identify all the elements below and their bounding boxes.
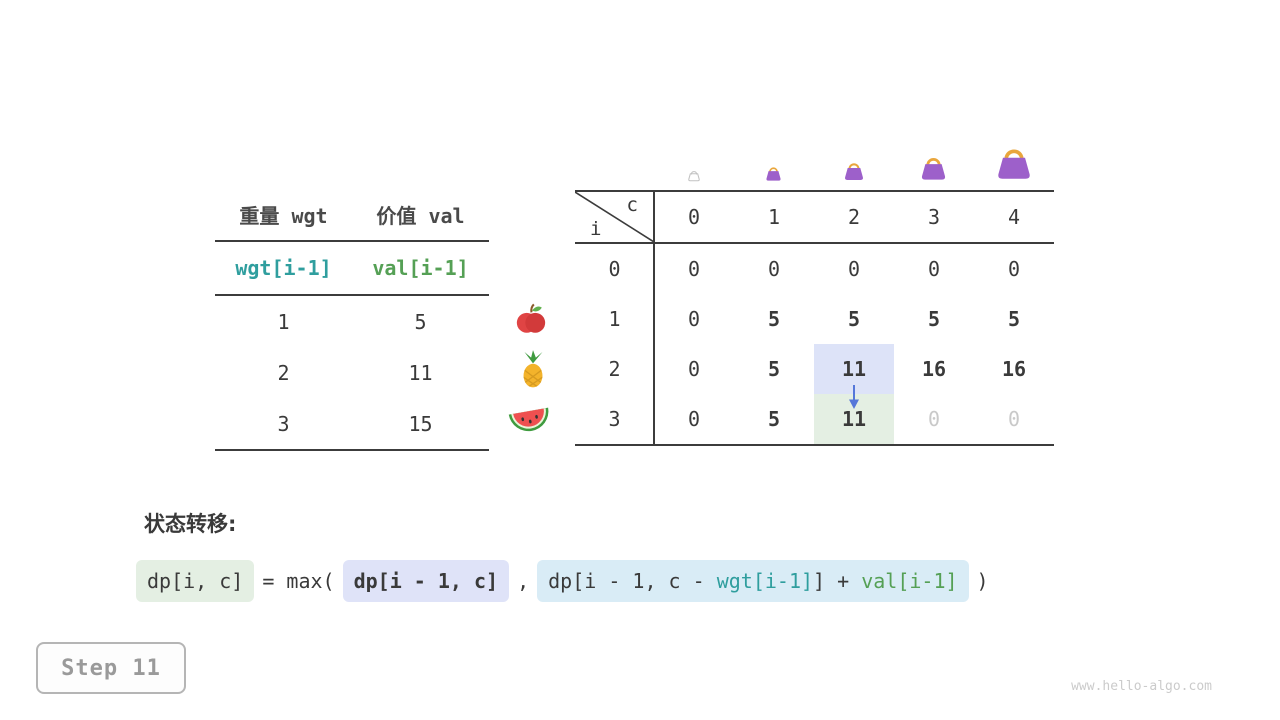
transition-arrow-icon xyxy=(849,385,859,409)
apple-icon xyxy=(516,303,546,333)
step-indicator: Step 11 xyxy=(36,642,186,694)
dp-cell-1-3: 5 xyxy=(927,307,941,331)
dp-col-header-1: 1 xyxy=(767,205,781,229)
formula-lhs: dp[i, c] xyxy=(136,560,255,602)
formula-arg1: dp[i - 1, c] xyxy=(342,560,510,602)
dp-cell-0-3: 0 xyxy=(927,257,941,281)
dp-cell-2-3: 16 xyxy=(921,357,947,381)
watermark: www.hello-algo.com xyxy=(1071,679,1212,694)
dp-row-header-1: 1 xyxy=(608,307,621,331)
formula-arg2-wgt: wgt[i-1] xyxy=(716,569,814,593)
formula-arg2-val: val[i-1] xyxy=(861,569,958,593)
dp-table-divider xyxy=(653,192,655,444)
empty-bag-icon xyxy=(688,171,700,182)
dp-cell-3-1: 5 xyxy=(767,407,781,431)
dp-cell-2-2-source-highlight: 11 xyxy=(814,344,894,394)
dp-cell-1-4: 5 xyxy=(1007,307,1021,331)
dp-col-header-3: 3 xyxy=(927,205,941,229)
dp-row-header-2: 2 xyxy=(608,357,621,381)
corner-item-var: i xyxy=(590,218,602,240)
item-1-weight: 1 xyxy=(277,309,290,334)
dp-table-header: c i 0 1 2 3 4 xyxy=(575,192,1054,244)
dp-cell-0-1: 0 xyxy=(767,257,781,281)
value-column-header: 价值 val xyxy=(376,203,465,228)
formula-arg2: dp[i - 1, c - wgt[i-1]] + val[i-1] xyxy=(537,560,969,602)
dp-table: c i 0 1 2 3 4 0 0 0 0 0 0 1 0 5 5 5 5 2 xyxy=(575,190,1054,446)
val-formula-label: val[i-1] xyxy=(372,256,469,280)
dp-row-0: 0 0 0 0 0 0 xyxy=(575,244,1054,294)
items-table: 重量 wgt 价值 val wgt[i-1] val[i-1] 1 5 2 11… xyxy=(215,188,489,451)
item-row-1: 1 5 xyxy=(215,296,489,347)
dp-row-header-3: 3 xyxy=(608,407,621,431)
items-formula-row: wgt[i-1] val[i-1] xyxy=(215,242,489,296)
dp-col-header-4: 4 xyxy=(1007,205,1021,229)
dp-col-header-2: 2 xyxy=(847,205,861,229)
dp-cell-2-0: 0 xyxy=(687,357,701,381)
weight-column-header: 重量 wgt xyxy=(239,203,328,228)
dp-cell-3-4: 0 xyxy=(1007,407,1021,431)
bag-icon-xlarge xyxy=(998,149,1030,179)
dp-cell-2-1: 5 xyxy=(767,357,781,381)
dp-cell-3-0: 0 xyxy=(687,407,701,431)
dp-col-header-0: 0 xyxy=(687,205,701,229)
dp-cell-0-2: 0 xyxy=(847,257,861,281)
corner-capacity-var: c xyxy=(626,194,638,216)
dp-cell-3-3: 0 xyxy=(927,407,941,431)
transition-formula: dp[i, c] = max( dp[i - 1, c] , dp[i - 1,… xyxy=(136,560,997,602)
formula-comma: , xyxy=(517,569,530,593)
item-row-3: 3 15 xyxy=(215,398,489,449)
formula-close-paren: ) xyxy=(976,569,989,593)
dp-row-3: 3 0 5 11 0 0 xyxy=(575,394,1054,444)
dp-corner-cell: c i xyxy=(575,192,654,242)
formula-arg2-prefix: dp[i - 1, c - xyxy=(548,569,717,593)
formula-arg2-mid: ] + xyxy=(813,569,862,593)
pineapple-icon xyxy=(523,350,543,388)
items-table-header: 重量 wgt 价值 val xyxy=(215,188,489,242)
dp-row-1: 1 0 5 5 5 5 xyxy=(575,294,1054,344)
dp-cell-2-4: 16 xyxy=(1001,357,1027,381)
dp-cell-1-0: 0 xyxy=(687,307,701,331)
dp-cell-0-0: 0 xyxy=(687,257,701,281)
formula-eq-max: = max( xyxy=(262,569,335,593)
dp-row-2: 2 0 5 11 16 16 xyxy=(575,344,1054,394)
bag-icon-medium xyxy=(845,163,863,180)
corner-diagonal-line xyxy=(575,192,654,242)
dp-row-header-0: 0 xyxy=(608,257,621,281)
item-2-weight: 2 xyxy=(277,360,290,385)
dp-cell-1-1: 5 xyxy=(767,307,781,331)
item-2-value: 11 xyxy=(408,360,433,385)
item-1-value: 5 xyxy=(414,309,427,334)
dp-cell-0-4: 0 xyxy=(1007,257,1021,281)
item-3-value: 15 xyxy=(408,411,433,436)
wgt-formula-label: wgt[i-1] xyxy=(235,256,332,280)
watermelon-icon xyxy=(508,407,549,432)
bag-icon-small xyxy=(766,167,781,181)
bag-icon-large xyxy=(921,158,946,180)
state-transition-label: 状态转移: xyxy=(144,512,237,536)
item-row-2: 2 11 xyxy=(215,347,489,398)
dp-cell-1-2: 5 xyxy=(847,307,861,331)
item-3-weight: 3 xyxy=(277,411,290,436)
